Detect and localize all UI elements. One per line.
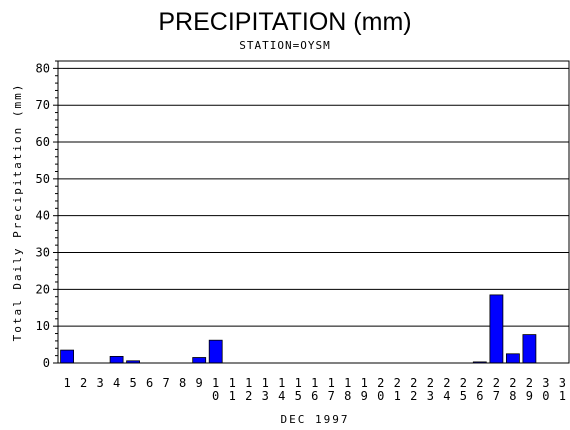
- bar-day-28: [505, 353, 520, 364]
- x-tick-label: 7: [163, 376, 170, 390]
- y-axis-label: Total Daily Precipitation (mm): [11, 83, 24, 342]
- y-tick-label: 50: [36, 172, 50, 186]
- bar-day-10: [208, 339, 223, 364]
- bar-day-4: [109, 355, 124, 364]
- chart-subtitle: STATION=OYSM: [239, 39, 330, 52]
- x-tick-label: 9: [196, 376, 203, 390]
- grid-lines: [58, 67, 569, 327]
- plot-frame: [57, 60, 570, 364]
- x-tick-label: 6: [146, 376, 153, 390]
- bar-day-9: [192, 357, 207, 364]
- x-tick-label: 2: [80, 376, 87, 390]
- chart-title: PRECIPITATION (mm): [158, 8, 411, 36]
- x-tick-label: 5: [130, 376, 137, 390]
- x-axis-label: DEC 1997: [281, 413, 350, 426]
- y-axis-ticks: 0 10 20 30 40 50 60 70 80: [36, 60, 58, 370]
- bar-day-29: [522, 334, 537, 364]
- y-tick-label: 40: [36, 209, 50, 223]
- bar-day-27: [489, 294, 504, 364]
- x-axis-ticks: 1 2 3 4 5 6 7 8 9 1 01 11 21 31 41 51 61 71 81 92 02 12 22 32 42…: [63, 376, 566, 403]
- y-tick-label: 20: [36, 282, 50, 296]
- y-tick-label: 60: [36, 135, 50, 149]
- y-tick-label: 30: [36, 246, 50, 260]
- x-tick-label: 8: [179, 376, 186, 390]
- bar-series: [60, 294, 537, 364]
- y-tick-label: 80: [36, 61, 50, 75]
- y-tick-label: 0: [43, 356, 50, 370]
- y-tick-label: 70: [36, 98, 50, 112]
- bar-day-1: [60, 349, 74, 364]
- y-tick-label: 10: [36, 319, 50, 333]
- x-tick-label: 4: [113, 376, 120, 390]
- x-tick-label: 3: [96, 376, 103, 390]
- x-tick-label: 1: [63, 376, 70, 390]
